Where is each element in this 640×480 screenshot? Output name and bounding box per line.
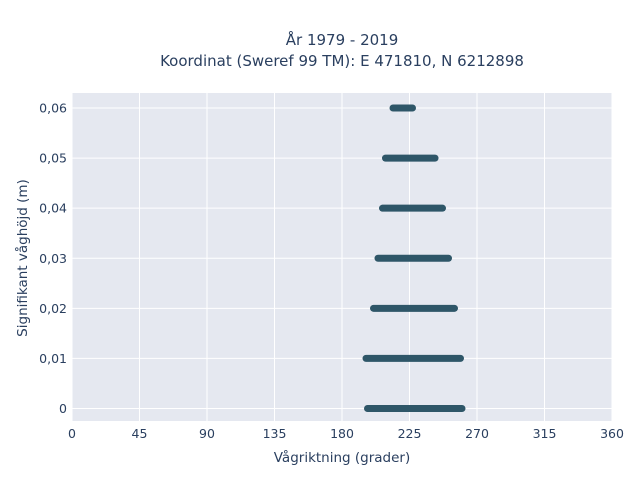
chart-title-line-2: Koordinat (Sweref 99 TM): E 471810, N 62…	[160, 52, 524, 70]
x-tick-label: 90	[199, 426, 215, 441]
x-axis-ticks: 0 45 90 135 180 225 270 315 360	[68, 426, 624, 441]
y-tick-label: 0,06	[39, 101, 67, 116]
x-axis-title: Vågriktning (grader)	[274, 449, 411, 466]
x-tick-label: 0	[68, 426, 76, 441]
y-tick-label: 0	[59, 401, 67, 416]
y-tick-label: 0,05	[39, 151, 67, 166]
x-tick-label: 270	[465, 426, 489, 441]
x-tick-label: 180	[330, 426, 354, 441]
x-tick-label: 45	[132, 426, 148, 441]
y-axis-ticks: 0 0,01 0,02 0,03 0,04 0,05 0,06	[39, 101, 67, 416]
x-tick-label: 315	[533, 426, 557, 441]
x-tick-label: 225	[398, 426, 422, 441]
y-tick-label: 0,02	[39, 301, 67, 316]
y-axis-title: Signifikant våghöjd (m)	[14, 179, 31, 337]
x-tick-label: 360	[600, 426, 624, 441]
chart-title-line-1: År 1979 - 2019	[286, 30, 399, 49]
y-tick-label: 0,01	[39, 351, 67, 366]
y-tick-label: 0,04	[39, 201, 67, 216]
data-points	[362, 104, 466, 412]
y-tick-label: 0,03	[39, 251, 67, 266]
x-tick-label: 135	[263, 426, 287, 441]
grid-lines	[71, 93, 613, 421]
